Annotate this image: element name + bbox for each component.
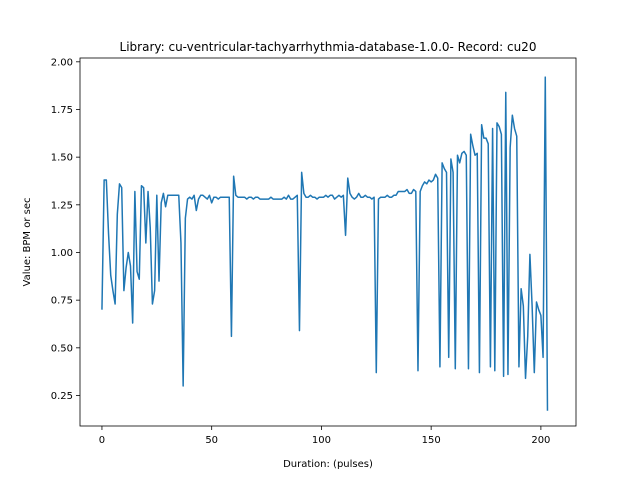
y-tick-label: 0.25 bbox=[51, 391, 73, 402]
y-axis-ticks: 0.25 0.50 0.75 1.00 1.25 1.50 1.75 2.00 bbox=[51, 57, 80, 402]
x-tick-label: 200 bbox=[531, 435, 550, 446]
y-tick-label: 0.75 bbox=[51, 296, 73, 307]
y-axis-label: Value: BPM or sec bbox=[22, 198, 33, 287]
x-tick-label: 150 bbox=[422, 435, 441, 446]
y-tick-label: 1.50 bbox=[51, 153, 73, 164]
y-tick-label: 1.75 bbox=[51, 105, 73, 116]
y-tick-label: 2.00 bbox=[51, 57, 73, 68]
chart-title: Library: cu-ventricular-tachyarrhythmia-… bbox=[120, 40, 537, 54]
y-tick-label: 0.50 bbox=[51, 343, 73, 354]
series-line bbox=[101, 76, 549, 411]
y-tick-label: 1.25 bbox=[51, 200, 73, 211]
x-axis-label: Duration: (pulses) bbox=[283, 459, 373, 470]
x-axis-ticks: 0 50 100 150 200 bbox=[99, 426, 550, 446]
x-tick-label: 100 bbox=[312, 435, 331, 446]
x-tick-label: 0 bbox=[99, 435, 105, 446]
y-tick-label: 1.00 bbox=[51, 248, 73, 259]
plot-frame bbox=[79, 57, 577, 427]
x-tick-label: 50 bbox=[205, 435, 218, 446]
